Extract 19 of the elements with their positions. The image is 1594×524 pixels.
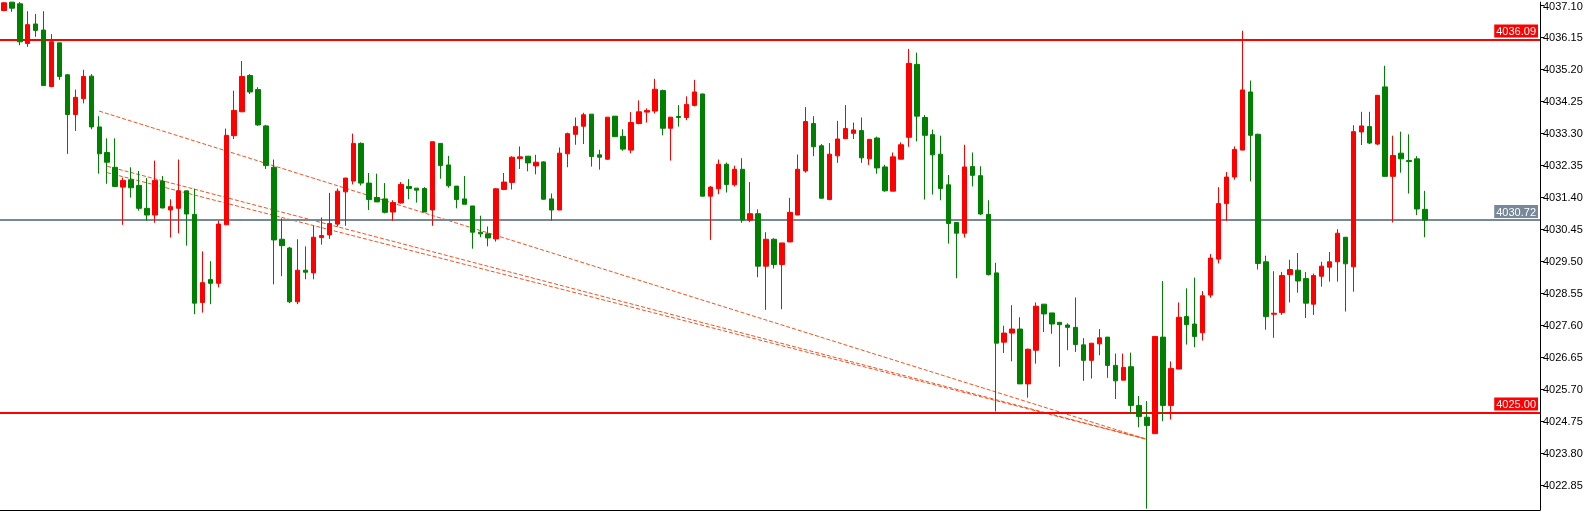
y-tick-label: 4028.55	[1543, 287, 1583, 300]
ref-line-label: 4025.00	[1496, 397, 1536, 410]
ref-line-label: 4030.72	[1496, 205, 1536, 218]
y-tick-label: 4022.85	[1543, 478, 1583, 491]
y-tick-label: 4024.75	[1543, 414, 1583, 427]
y-tick-label: 4036.15	[1543, 31, 1583, 44]
y-tick-label: 4023.80	[1543, 446, 1583, 459]
y-tick-label: 4037.10	[1543, 0, 1583, 12]
y-tick-label: 4035.20	[1543, 63, 1583, 76]
y-tick-label: 4031.40	[1543, 191, 1583, 204]
y-tick-label: 4032.35	[1543, 159, 1583, 172]
y-tick-label: 4029.50	[1543, 255, 1583, 268]
y-tick-label: 4026.65	[1543, 350, 1583, 363]
y-tick-label: 4033.30	[1543, 127, 1583, 140]
ref-line-label: 4036.09	[1496, 24, 1536, 37]
y-tick-label: 4034.25	[1543, 95, 1583, 108]
y-tick-label: 4025.70	[1543, 382, 1583, 395]
y-tick-label: 4030.45	[1543, 223, 1583, 236]
y-tick-label: 4027.60	[1543, 319, 1583, 332]
